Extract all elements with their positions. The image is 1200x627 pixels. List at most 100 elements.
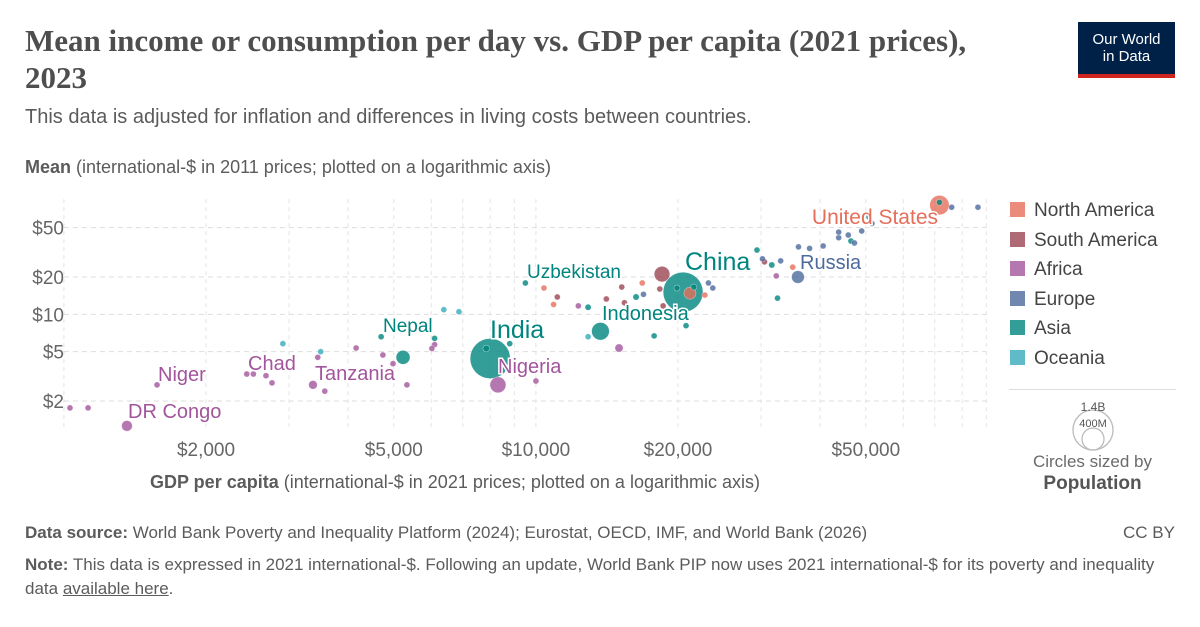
data-point <box>428 345 436 352</box>
x-tick-label: $20,000 <box>644 440 713 461</box>
point-label: Indonesia <box>602 303 690 325</box>
data-point <box>753 246 761 254</box>
data-point <box>819 242 827 250</box>
legend-item-europe[interactable]: Europe <box>1010 289 1095 311</box>
chart-subtitle: This data is adjusted for inflation and … <box>25 106 752 128</box>
source-text: World Bank Poverty and Inequality Platfo… <box>127 523 868 542</box>
x-axis-label-bold: GDP per capita <box>150 472 279 492</box>
y-axis-label-bold: Mean <box>25 157 72 177</box>
legend-item-africa[interactable]: Africa <box>1010 259 1083 281</box>
point-label: Chad <box>248 353 296 375</box>
data-point <box>772 272 780 280</box>
data-point <box>153 381 161 389</box>
note-text: This data is expressed in 2021 internati… <box>25 555 1155 598</box>
legend-item-asia[interactable]: Asia <box>1010 318 1071 340</box>
legend-swatch <box>1010 290 1025 306</box>
data-point <box>948 203 955 211</box>
data-point <box>395 350 411 365</box>
legend-label: Asia <box>1034 318 1071 340</box>
data-point <box>709 284 717 292</box>
y-axis-label-rest: (international-$ in 2011 prices; plotted… <box>71 157 551 177</box>
note-end: . <box>168 579 174 598</box>
data-point <box>591 322 610 341</box>
x-tick-label: $50,000 <box>831 440 900 461</box>
legend-label: South America <box>1034 229 1158 251</box>
data-point <box>550 301 557 308</box>
data-point <box>403 381 411 389</box>
license[interactable]: CC BY <box>1123 523 1175 542</box>
data-point <box>789 263 797 271</box>
data-point <box>314 354 322 361</box>
data-point <box>489 376 507 394</box>
data-point <box>844 231 852 239</box>
data-point <box>974 203 982 211</box>
y-tick-label: $5 <box>43 343 64 364</box>
data-point <box>469 338 511 379</box>
size-variable[interactable]: Population <box>1043 473 1142 494</box>
legend-swatch <box>1010 231 1025 247</box>
point-label: Nepal <box>383 316 433 337</box>
legend-swatch <box>1010 261 1025 277</box>
data-point <box>795 243 802 251</box>
data-point <box>851 239 858 247</box>
data-point <box>673 284 681 292</box>
data-point <box>621 299 628 307</box>
point-labels: United States Russia China Uzbekistan Indone… <box>127 205 940 425</box>
size-legend-small-label: 400M <box>1079 418 1107 430</box>
data-point <box>66 404 74 412</box>
data-point <box>377 333 385 341</box>
data-point <box>858 227 865 235</box>
data-point <box>321 387 329 395</box>
legend-item-north-america[interactable]: North America <box>1010 200 1154 222</box>
legend-label: Africa <box>1034 259 1083 281</box>
data-point <box>522 279 529 287</box>
size-legend-caption: Circles sized by Population <box>1010 451 1175 495</box>
legend-swatch <box>1010 320 1025 336</box>
data-point <box>554 293 561 301</box>
available-here-link[interactable]: available here <box>62 579 169 598</box>
data-point <box>250 370 257 378</box>
point-label: Niger <box>158 364 206 386</box>
data-point <box>603 295 610 303</box>
data-point <box>759 255 766 263</box>
data-point <box>268 379 276 387</box>
size-legend: 1.4B 400M <box>1072 400 1114 451</box>
chart-title: Mean income or consumption per day vs. G… <box>25 23 967 95</box>
data-point <box>584 303 592 311</box>
x-axis-label-rest: (international-$ in 2021 prices; plotted… <box>278 472 760 492</box>
data-point <box>682 322 690 329</box>
data-point <box>690 283 698 291</box>
data-point <box>317 348 325 355</box>
data-point <box>835 228 842 236</box>
data-point <box>632 293 640 301</box>
owid-logo[interactable]: Our World in Data <box>1078 22 1175 78</box>
data-point <box>705 279 712 287</box>
legend-label: Oceania <box>1034 348 1105 369</box>
y-tick-label: $10 <box>32 305 64 326</box>
data-point <box>618 283 626 291</box>
note-label: Note: <box>25 555 69 574</box>
data-point <box>455 308 463 316</box>
axis-ticks: $2 $5 $10 $20 $50 $2,000 $5,000 $10,000 $20,000 $… <box>32 219 900 461</box>
x-axis-label: GDP per capita (international-$ in 2021 … <box>150 472 760 493</box>
data-point <box>532 377 540 385</box>
point-label: Uzbekistan <box>527 262 621 283</box>
data-point <box>482 344 490 353</box>
data-point <box>575 302 582 310</box>
y-axis-label: Mean (international-$ in 2011 prices; pl… <box>25 157 551 178</box>
point-label: United States <box>812 206 938 229</box>
data-point <box>662 271 704 313</box>
data-point <box>650 332 658 340</box>
data-point <box>243 370 251 378</box>
data-point <box>777 257 784 265</box>
data-point <box>584 333 592 341</box>
data-point <box>659 302 667 310</box>
legend-label: Europe <box>1034 288 1096 310</box>
legend-swatch <box>1010 202 1025 217</box>
point-label: Russia <box>800 252 862 274</box>
legend-item-south-america[interactable]: South America <box>1010 230 1158 252</box>
data-point <box>84 404 92 412</box>
legend-item-oceania[interactable]: Oceania <box>1010 348 1105 370</box>
